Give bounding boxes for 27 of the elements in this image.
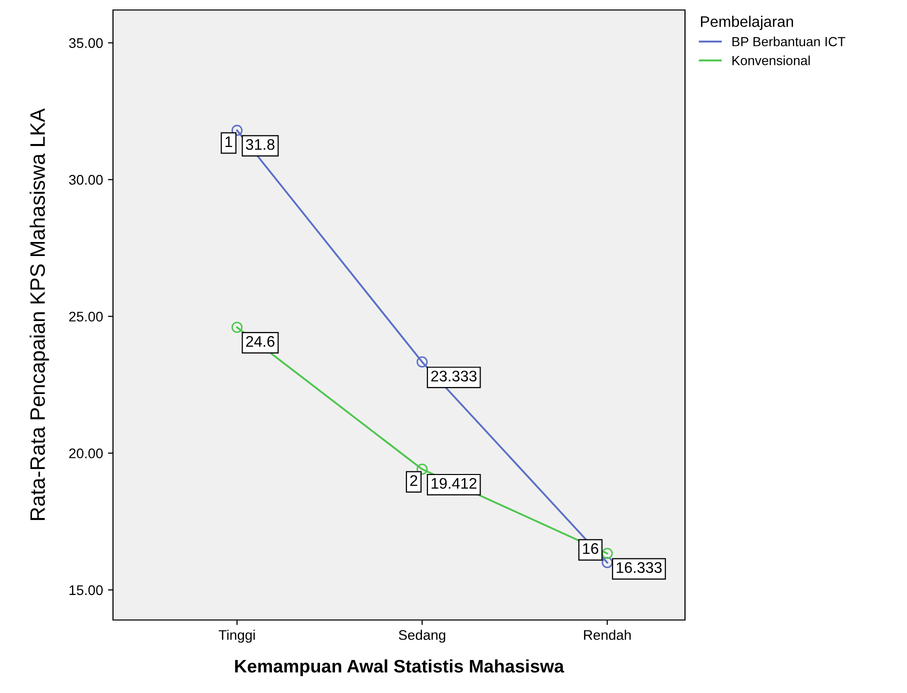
x-tick-label: Rendah [584, 630, 631, 640]
y-tick-label: 35.00 [69, 38, 103, 48]
y-tick-label: 20.00 [69, 448, 103, 458]
point [602, 557, 613, 568]
x-tick-label: Tinggi [218, 630, 255, 643]
y-tick-label: 30.00 [69, 174, 103, 185]
data-label: 19.412 [432, 478, 476, 489]
data-label: 23.333 [431, 370, 477, 382]
data-label: 16 [583, 543, 598, 554]
data-label: 31.8 [246, 139, 274, 150]
legend-label: Konvensional [732, 56, 810, 66]
annotation: 1 [226, 136, 232, 147]
point [416, 356, 428, 368]
legend-title: Pembelajaran [700, 16, 794, 30]
legend-label: BP Berbantuan ICT [732, 36, 846, 46]
x-tick-label: Sedang [398, 630, 446, 643]
y-tick-label: 15.00 [70, 585, 103, 596]
data-label: 24.6 [246, 336, 274, 347]
point [416, 464, 428, 475]
y-tick-label: 25.00 [69, 312, 103, 322]
annotation: 2 [410, 475, 418, 486]
point [231, 322, 243, 333]
x-axis-title: Kemampuan Awal Statistis Mahasiswa [235, 659, 564, 676]
y-axis-title: Rata-Rata Pencapaian KPS Mahasiswa LKA [30, 108, 50, 520]
point [231, 124, 243, 136]
data-label: 16.333 [616, 562, 662, 573]
point [602, 548, 613, 560]
